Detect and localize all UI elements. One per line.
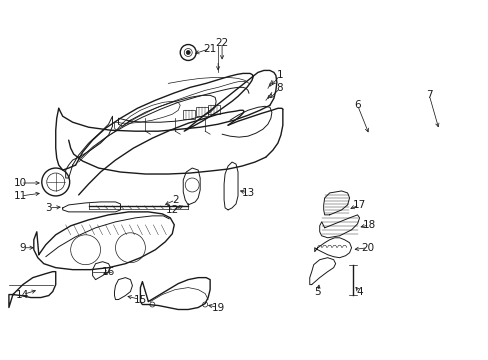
Bar: [196, 107, 208, 116]
Bar: [208, 105, 220, 114]
Text: 1: 1: [276, 71, 283, 80]
Text: 9: 9: [20, 243, 26, 253]
Text: 22: 22: [215, 37, 228, 48]
Text: 17: 17: [352, 200, 366, 210]
Bar: [183, 110, 195, 119]
Circle shape: [186, 50, 190, 54]
Text: 4: 4: [356, 287, 362, 297]
Text: 15: 15: [134, 294, 147, 305]
Text: 3: 3: [45, 203, 52, 213]
Text: 2: 2: [172, 195, 178, 205]
Text: 19: 19: [211, 302, 224, 312]
Text: 8: 8: [276, 84, 283, 93]
Text: 10: 10: [14, 178, 27, 188]
Text: 14: 14: [16, 289, 29, 300]
Text: 13: 13: [241, 188, 254, 198]
Text: 18: 18: [362, 220, 375, 230]
Text: 6: 6: [353, 100, 360, 110]
Text: 20: 20: [360, 243, 373, 253]
Text: 7: 7: [425, 90, 432, 100]
Text: 5: 5: [314, 287, 321, 297]
Text: 11: 11: [14, 191, 27, 201]
Text: 21: 21: [203, 44, 216, 54]
Text: 12: 12: [165, 205, 179, 215]
Text: 16: 16: [102, 267, 115, 276]
